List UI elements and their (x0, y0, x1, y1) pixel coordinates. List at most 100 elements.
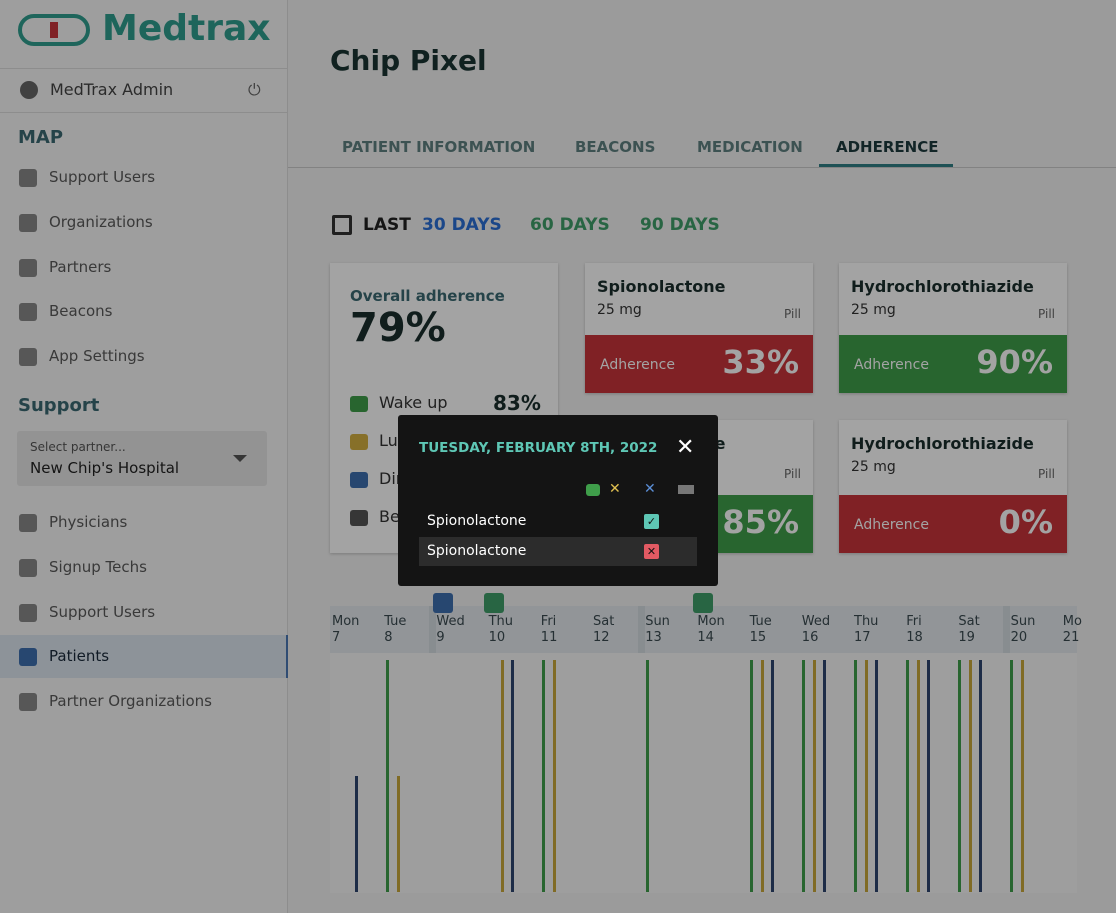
adherence-label: Adherence (854, 357, 929, 373)
event-line (854, 660, 857, 892)
med-form: Pill (1038, 307, 1055, 321)
event-line (771, 660, 774, 892)
sidebar: Medtrax MedTrax Admin ⏻ MAP Support Sele… (0, 0, 288, 913)
nav-item[interactable]: Patients (49, 647, 110, 666)
section-heading: MAP (18, 127, 64, 148)
modal-title: TUESDAY, FEBRUARY 8TH, 2022 (419, 440, 658, 456)
range-option[interactable]: 30 DAYS (422, 215, 502, 235)
timeline-header (330, 606, 1077, 653)
range-label: LAST (363, 215, 411, 235)
day-date: 15 (749, 630, 767, 645)
day-date: 8 (384, 630, 393, 645)
nav-item[interactable]: Beacons (49, 302, 113, 321)
nav-icon (19, 258, 37, 277)
nav-item[interactable]: Physicians (49, 513, 128, 531)
user-icon (20, 81, 38, 99)
day-date: 17 (854, 630, 871, 645)
day-date: 14 (697, 630, 714, 645)
select-label: Select partner... (30, 440, 126, 454)
tab[interactable]: MEDICATION (697, 138, 803, 156)
event-line (761, 660, 764, 892)
adherence-value: 90% (976, 343, 1053, 381)
timeline-body (330, 653, 1077, 893)
event-line (1021, 660, 1024, 892)
nav-item[interactable]: Partner Organizations (49, 692, 212, 711)
event-icon[interactable] (693, 593, 713, 613)
adherence-band: Adherence 33% (585, 335, 813, 393)
med-form: Pill (784, 307, 801, 321)
slot-icon (350, 396, 368, 412)
event-line (542, 660, 545, 892)
logout-button[interactable]: ⏻ (248, 80, 261, 99)
tab[interactable]: BEACONS (575, 138, 656, 156)
day-shade (638, 606, 645, 653)
tab-indicator (819, 164, 953, 167)
nav-icon (19, 558, 37, 577)
nav-item[interactable]: Support Users (49, 602, 156, 621)
day-date: 19 (958, 630, 975, 645)
day-name: Tue (749, 614, 772, 629)
dinner-icon: ✕ (644, 481, 656, 497)
adherence-value: 33% (722, 343, 799, 381)
slot-icon (350, 510, 368, 526)
taken-check: ✓ (644, 514, 659, 529)
med-form: Pill (784, 467, 801, 481)
event-line (979, 660, 982, 892)
missed-cross: ✕ (644, 544, 659, 559)
tab-bar (288, 167, 1116, 168)
med-name: Hydrochlorothiazide (851, 277, 1034, 296)
event-icon[interactable] (433, 593, 453, 613)
nav-item[interactable]: App Settings (49, 347, 145, 366)
med-form: Pill (1038, 467, 1055, 481)
tab[interactable]: PATIENT INFORMATION (342, 138, 536, 156)
day-name: Sun (645, 614, 670, 629)
nav-item[interactable]: Partners (49, 257, 112, 276)
range-option[interactable]: 90 DAYS (640, 215, 720, 235)
tab[interactable]: ADHERENCE (836, 138, 939, 156)
day-date: 11 (540, 630, 558, 645)
nav-icon (19, 169, 37, 187)
med-dose: 25 mg (851, 302, 896, 318)
nav-icon (19, 603, 37, 622)
nav-icon (19, 514, 37, 532)
event-line (646, 660, 649, 892)
bed-icon (678, 485, 694, 494)
event-line (823, 660, 826, 892)
lunch-icon: ✕ (609, 481, 621, 497)
medication-card: Hydrochlorothiazide 25 mg Pill Adherence 0% (839, 420, 1067, 553)
day-name: Sat (593, 614, 615, 629)
day-date: 12 (593, 630, 610, 645)
event-line (355, 776, 358, 892)
day-name: Mon (697, 614, 725, 629)
event-icon[interactable] (484, 593, 504, 613)
day-date: 7 (332, 630, 341, 645)
nav-item[interactable]: Support Users (49, 168, 156, 186)
event-line (553, 660, 556, 892)
divider (0, 112, 288, 113)
day-name: Mon (332, 614, 360, 629)
slot-icon (350, 434, 368, 450)
nav-item[interactable]: Organizations (49, 212, 153, 231)
adherence-band: Adherence 90% (839, 335, 1067, 393)
nav-item[interactable]: Signup Techs (49, 557, 147, 576)
med-row-name: Spionolactone (427, 543, 527, 559)
day-name: Sat (958, 614, 980, 629)
range-option[interactable]: 60 DAYS (530, 215, 610, 235)
divider (0, 68, 288, 69)
med-dose: 25 mg (597, 302, 642, 318)
slot-value: 83% (493, 391, 541, 415)
med-name: Hydrochlorothiazide (851, 434, 1034, 453)
close-button[interactable]: ✕ (676, 435, 695, 460)
day-date: 20 (1010, 630, 1028, 645)
day-name: Wed (801, 614, 831, 629)
overall-title: Overall adherence (350, 287, 505, 305)
partner-select[interactable]: Select partner... New Chip's Hospital (17, 431, 267, 486)
day-date: 21 (1062, 630, 1080, 645)
day-date: 9 (436, 630, 445, 645)
adherence-value: 85% (722, 503, 799, 541)
event-line (397, 776, 400, 892)
slot-label: Wake up (379, 393, 448, 412)
calendar-icon (332, 215, 352, 235)
adherence-label: Adherence (854, 517, 929, 533)
nav-icon (19, 213, 37, 232)
